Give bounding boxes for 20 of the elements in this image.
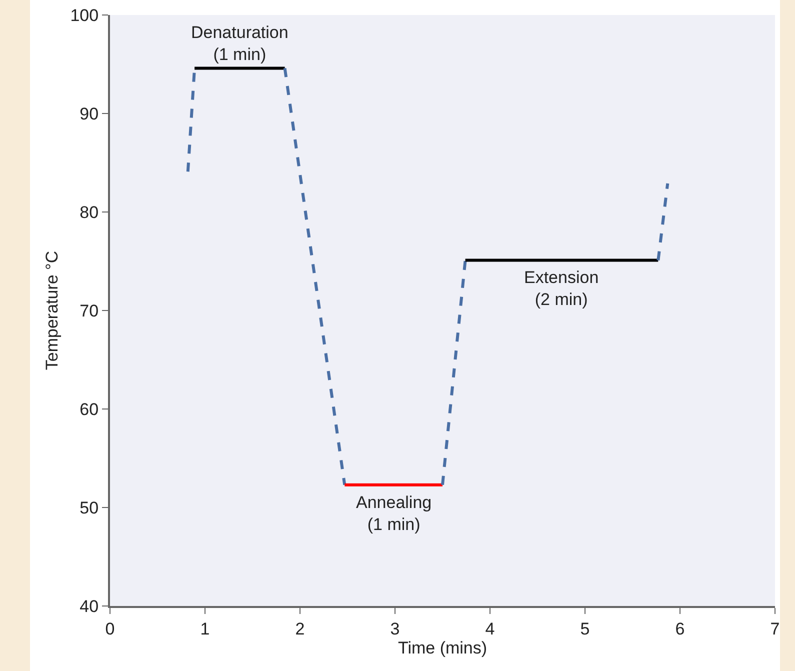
x-tick-label: 0 [105,619,115,638]
y-axis-title: Temperature °C [42,250,62,370]
x-tick-label: 7 [770,619,780,638]
x-tick-label: 6 [675,619,685,638]
x-tick-label: 4 [485,619,495,638]
y-tick-label: 80 [80,202,99,222]
y-tick-label: 90 [80,104,99,124]
annotation: Annealing (1 min) [356,493,432,534]
y-tick-label: 50 [80,498,99,518]
annotation: Extension (2 min) [524,268,599,310]
y-tick-label: 70 [80,301,99,320]
y-tick-label: 60 [80,400,99,419]
x-tick-label: 5 [580,619,590,638]
y-tick-label: 40 [80,596,99,616]
x-tick-label: 3 [390,619,400,638]
x-tick-label: 2 [295,619,305,638]
x-axis-title: Time (mins) [398,638,488,658]
x-tick-label: 1 [200,619,210,638]
annotation: Denaturation (1 min) [191,23,288,64]
y-tick-label: 100 [70,6,99,25]
